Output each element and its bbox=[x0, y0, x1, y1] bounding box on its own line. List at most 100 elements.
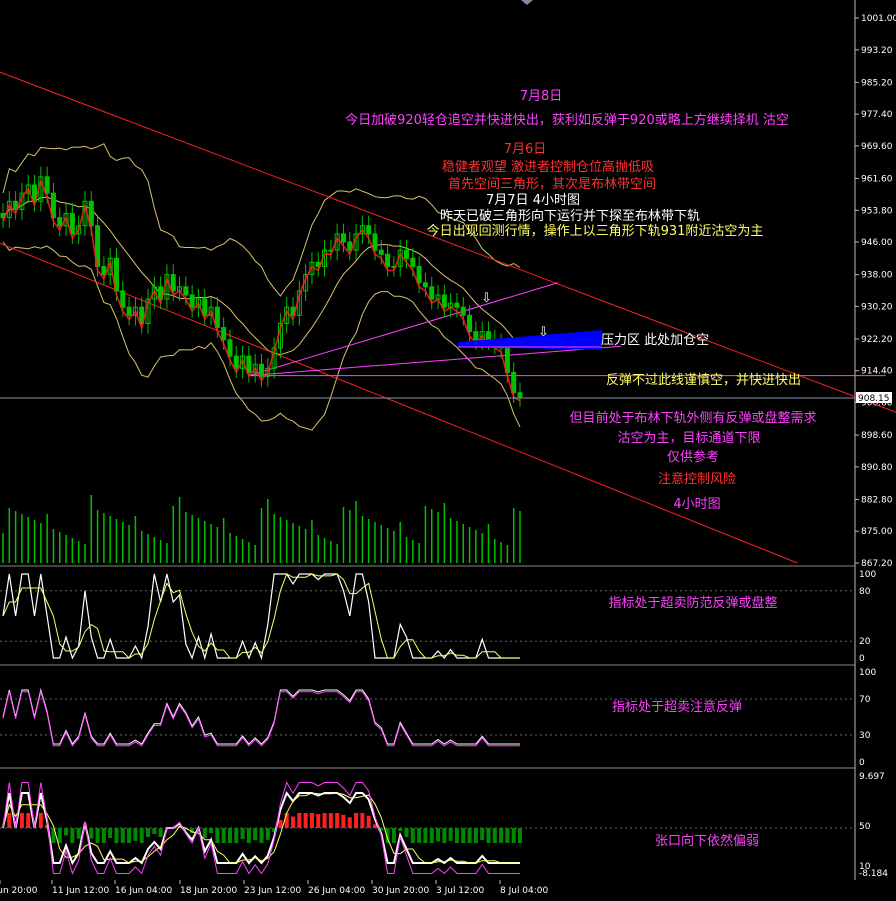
candle-body bbox=[378, 249, 384, 255]
candle-body bbox=[454, 302, 460, 308]
candle-body bbox=[139, 306, 145, 324]
macd-histogram-bar bbox=[354, 813, 359, 828]
triangle-upper-line bbox=[248, 282, 558, 377]
macd-histogram-bar bbox=[7, 813, 12, 828]
candle-body bbox=[132, 306, 138, 316]
macd-histogram-bar bbox=[278, 820, 283, 828]
price-tick-label: 993.20 bbox=[861, 46, 893, 56]
volume-bars bbox=[2, 495, 521, 563]
time-axis: 5 Jun 20:00 11 Jun 12:00 16 Jun 04:00 18 Ju… bbox=[0, 880, 549, 896]
price-tick-label: 875.00 bbox=[861, 527, 893, 537]
macd-histogram-bar bbox=[297, 813, 302, 828]
price-tick-label: 961.60 bbox=[861, 174, 893, 184]
macd-histogram-bar bbox=[133, 828, 138, 841]
price-tick-label: 867.20 bbox=[861, 559, 893, 569]
macd-histogram-bar bbox=[114, 828, 119, 843]
macd-histogram-bar bbox=[366, 815, 371, 828]
candle-body bbox=[410, 257, 416, 267]
macd-histogram-bar bbox=[284, 813, 289, 828]
macd-axis-label: 10 bbox=[859, 862, 871, 872]
macd-histogram-bar bbox=[227, 828, 232, 843]
candle-body bbox=[485, 331, 491, 341]
candle-body bbox=[265, 367, 271, 377]
pressure-zone bbox=[458, 330, 602, 350]
macd-histogram-bar bbox=[429, 828, 434, 843]
time-tick-label: 23 Jun 12:00 bbox=[244, 886, 301, 896]
price-tick-label: 906.60 bbox=[861, 399, 893, 409]
scroll-marker-icon[interactable] bbox=[521, 0, 533, 5]
bollinger-bands bbox=[2, 143, 521, 431]
moving-average-line bbox=[2, 178, 521, 402]
macd-histogram-bar bbox=[303, 813, 308, 828]
macd-histogram-bar bbox=[202, 828, 207, 838]
macd-panel: 9.697 50 10-8.184 bbox=[0, 772, 888, 879]
macd-histogram-bar bbox=[486, 828, 491, 843]
price-tick-label: 985.20 bbox=[861, 78, 893, 88]
candle-body bbox=[416, 265, 422, 284]
macd-histogram-bar bbox=[423, 828, 428, 843]
macd-histogram-bar bbox=[183, 828, 188, 830]
macd-histogram-bar bbox=[240, 828, 245, 840]
price-tick-label: 946.00 bbox=[861, 238, 893, 248]
macd-histogram-bar bbox=[328, 813, 333, 828]
macd-histogram-bar bbox=[454, 828, 459, 843]
macd-histogram-bar bbox=[410, 828, 415, 843]
macd-histogram-bar bbox=[448, 828, 453, 841]
price-tick-label: 882.80 bbox=[861, 495, 893, 505]
macd-histogram-bar bbox=[341, 814, 346, 828]
macd-histogram-bar bbox=[234, 828, 239, 843]
candle-body bbox=[517, 392, 523, 398]
annotation-jul6-title: 7月6日 bbox=[504, 142, 547, 157]
price-tick-label: 930.20 bbox=[861, 302, 893, 312]
price-tick-label: 1001.00 bbox=[861, 14, 896, 24]
candle-body bbox=[340, 233, 346, 243]
macd-histogram-bar bbox=[511, 828, 516, 843]
macd-histogram-bar bbox=[101, 828, 106, 843]
candle-body bbox=[151, 286, 157, 300]
level-label: 0 bbox=[859, 758, 865, 768]
candle-body bbox=[202, 298, 208, 316]
candle-body bbox=[195, 298, 201, 308]
macd-histogram-bar bbox=[379, 828, 384, 831]
macd-histogram-bar bbox=[309, 813, 314, 828]
stochastic-panel: 100 80 20 0 bbox=[0, 570, 876, 664]
level-label: 80 bbox=[859, 587, 871, 597]
time-tick-label: 3 Jul 12:00 bbox=[436, 886, 485, 896]
candle-body bbox=[57, 217, 63, 227]
candle-body bbox=[429, 286, 435, 300]
macd-fast-line bbox=[2, 781, 520, 875]
candle-body bbox=[347, 241, 353, 251]
macd-histogram-bar bbox=[190, 828, 195, 833]
macd-histogram-bar bbox=[391, 828, 396, 843]
time-tick-label: 18 Jun 20:00 bbox=[180, 886, 237, 896]
rsi-panel: 100 70 30 0 bbox=[0, 668, 876, 768]
macd-histogram-bar bbox=[291, 816, 296, 828]
price-tick-label: 977.40 bbox=[861, 110, 893, 120]
candle-body bbox=[240, 355, 246, 369]
macd-histogram-bar bbox=[158, 828, 163, 837]
macd-histogram-bar bbox=[417, 828, 422, 843]
macd-histogram-bar bbox=[436, 828, 441, 842]
candle-body bbox=[467, 314, 473, 333]
candle-body bbox=[214, 306, 220, 329]
candle-body bbox=[511, 371, 517, 394]
candle-body bbox=[170, 274, 176, 292]
macd-histogram-bar bbox=[19, 813, 24, 828]
candle-body bbox=[473, 331, 479, 341]
time-tick-label: 26 Jun 04:00 bbox=[308, 886, 365, 896]
candle-body bbox=[372, 233, 378, 251]
macd-histogram-bar bbox=[259, 828, 264, 843]
level-label: 0 bbox=[859, 654, 865, 664]
annotation-outer-band: 但目前处于布林下轨外侧有反弹或盘整需求 bbox=[569, 410, 816, 426]
macd-histogram-bar bbox=[246, 828, 251, 843]
candle-body bbox=[101, 265, 107, 276]
price-tick-label: 938.00 bbox=[861, 271, 893, 281]
candle-body bbox=[233, 355, 239, 369]
annotation-jul7-line1: 昨天已破三角形向下运行并下探至布林带下轨 bbox=[440, 208, 700, 224]
price-tick-label: 922.20 bbox=[861, 335, 893, 345]
annotation-jul8-title: 7月8日 bbox=[520, 89, 563, 104]
candle-body bbox=[76, 225, 82, 235]
price-tick-label: 969.60 bbox=[861, 142, 893, 152]
current-price-tag bbox=[856, 392, 892, 403]
macd-axis-label: 9.697 bbox=[859, 772, 885, 782]
